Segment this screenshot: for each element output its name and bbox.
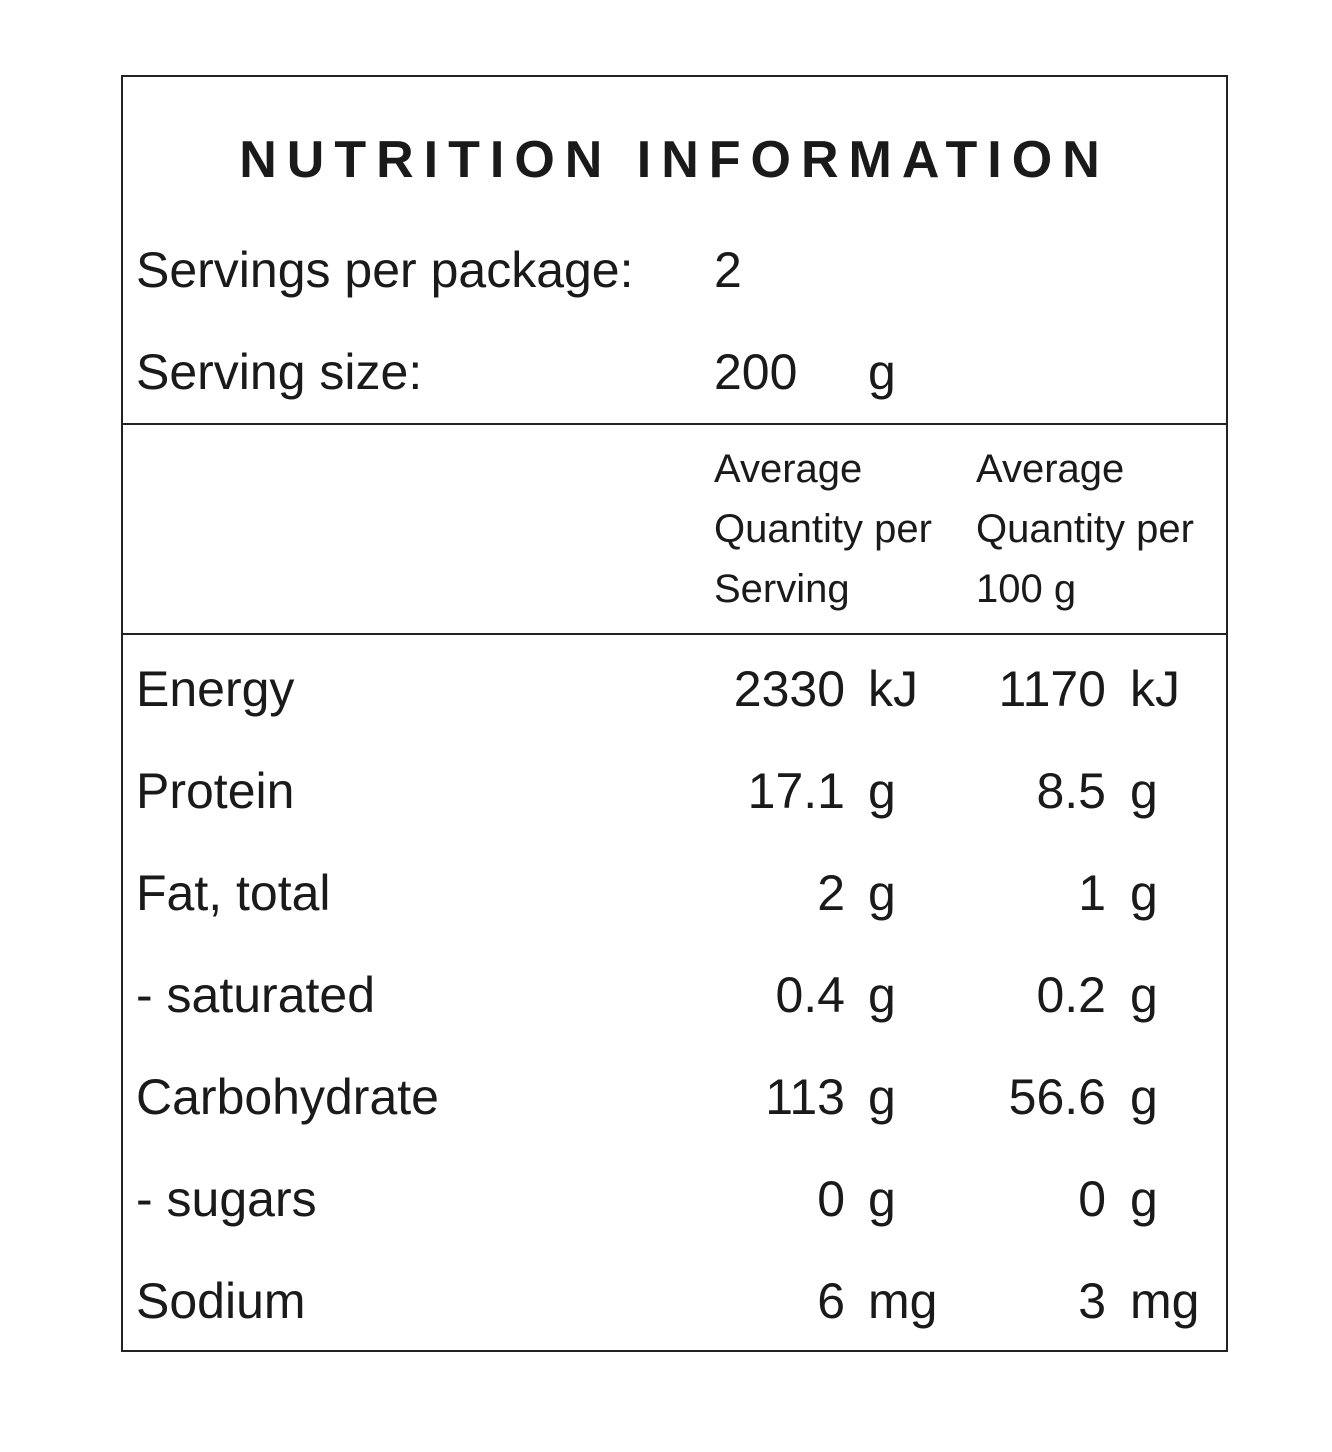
per-100g-unit: g [1130, 1069, 1158, 1125]
per-100g-unit: g [1130, 1171, 1158, 1227]
title: NUTRITION INFORMATION [239, 131, 1110, 189]
per-100g-value: 1170 [998, 661, 1106, 717]
column-header: Serving [714, 567, 850, 611]
per-100g-unit: g [1130, 763, 1158, 819]
per-100g-value: 0 [1078, 1171, 1106, 1227]
nutrient-name: - sugars [136, 1171, 317, 1227]
per-100g-value: 56.6 [1008, 1069, 1106, 1125]
column-header: Average [976, 447, 1125, 491]
per-serving-value: 0.4 [775, 967, 845, 1023]
per-serving-value: 113 [765, 1069, 845, 1125]
per-100g-unit: kJ [1130, 661, 1180, 717]
divider [123, 423, 1226, 425]
serving-size-unit: g [868, 344, 896, 400]
column-header: Quantity per [976, 507, 1194, 551]
servings-label: Servings per package: [136, 242, 634, 298]
per-serving-unit: g [868, 1171, 896, 1227]
per-100g-unit: g [1130, 865, 1158, 921]
per-100g-unit: g [1130, 967, 1158, 1023]
nutrient-name: Protein [136, 763, 295, 819]
per-100g-value: 1 [1078, 865, 1106, 921]
per-100g-value: 0.2 [1036, 967, 1106, 1023]
column-header: 100 g [976, 567, 1077, 611]
per-100g-unit: mg [1130, 1273, 1200, 1329]
per-serving-unit: g [868, 1069, 896, 1125]
column-header: Average [714, 447, 863, 491]
serving-size-label: Serving size: [136, 344, 423, 400]
per-100g-value: 8.5 [1036, 763, 1106, 819]
nutrient-name: Carbohydrate [136, 1069, 439, 1125]
per-serving-value: 2 [817, 865, 845, 921]
per-serving-unit: g [868, 865, 896, 921]
per-serving-value: 2330 [733, 661, 845, 717]
per-100g-value: 3 [1078, 1273, 1106, 1329]
divider [123, 633, 1226, 635]
column-header: Quantity per [714, 507, 932, 551]
per-serving-value: 0 [817, 1171, 845, 1227]
servings-value: 2 [714, 242, 742, 298]
serving-size-value: 200 [714, 344, 798, 400]
nutrient-name: Energy [136, 661, 295, 717]
per-serving-value: 17.1 [747, 763, 845, 819]
nutrient-name: - saturated [136, 967, 376, 1023]
per-serving-unit: kJ [868, 661, 918, 717]
per-serving-unit: mg [868, 1273, 938, 1329]
nutrient-name: Sodium [136, 1273, 306, 1329]
nutrient-name: Fat, total [136, 865, 331, 921]
per-serving-value: 6 [817, 1273, 845, 1329]
nutrition-panel: NUTRITION INFORMATION Servings per packa… [121, 75, 1228, 1352]
per-serving-unit: g [868, 967, 896, 1023]
per-serving-unit: g [868, 763, 896, 819]
